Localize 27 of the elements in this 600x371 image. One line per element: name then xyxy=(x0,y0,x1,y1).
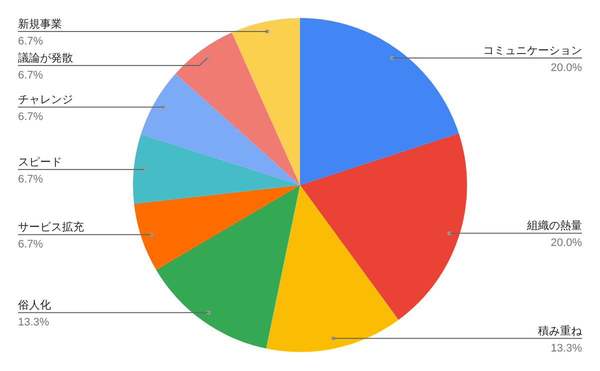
data-label: 20.0% xyxy=(550,62,582,74)
data-label: 6.7% xyxy=(18,69,44,82)
pie-slice xyxy=(300,18,459,185)
pie-slice xyxy=(156,185,300,349)
pie-slice xyxy=(300,133,467,320)
data-label: 6.7% xyxy=(18,174,44,186)
pie-slice xyxy=(176,32,300,185)
data-label: 13.3% xyxy=(550,342,582,354)
pie-slice xyxy=(134,185,300,270)
slice-label: 組織の熱量 xyxy=(526,219,582,232)
data-label: 13.3% xyxy=(18,316,50,329)
slice-label: チャレンジ xyxy=(18,93,73,106)
slice-label: 議論が発散 xyxy=(18,51,73,64)
slice-label: 俗人化 xyxy=(18,298,51,312)
slice-label: 新規事業 xyxy=(18,17,62,30)
data-label: 6.7% xyxy=(18,35,44,48)
pie-slice xyxy=(133,134,300,204)
data-label: 20.0% xyxy=(550,237,582,250)
pie-slice xyxy=(266,185,398,352)
slice-label: スピード xyxy=(18,156,62,169)
data-label: 6.7% xyxy=(18,238,44,251)
data-label: 6.7% xyxy=(18,111,44,124)
pie-slice xyxy=(140,74,300,185)
pie-slice xyxy=(232,18,300,185)
slice-label: コミュニケーション xyxy=(483,44,582,57)
slice-label: サービス拡充 xyxy=(18,220,84,234)
slice-label: 積み重ね xyxy=(538,324,583,338)
